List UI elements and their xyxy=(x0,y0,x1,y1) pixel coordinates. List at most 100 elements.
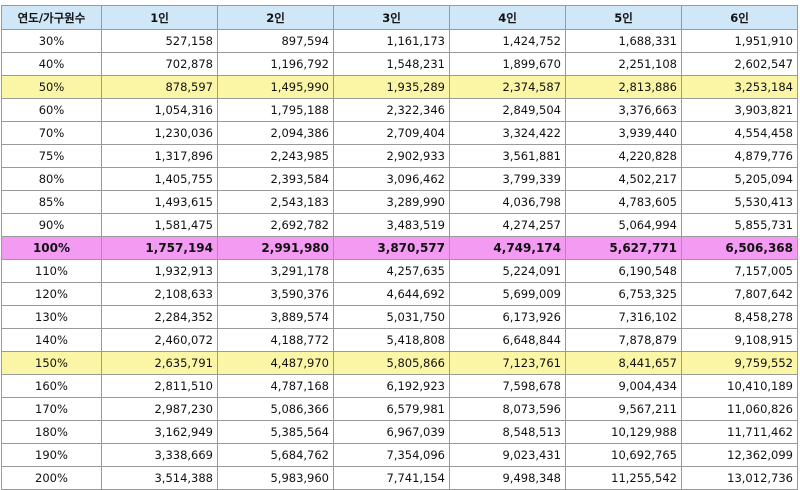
percent-cell: 60% xyxy=(1,98,102,122)
percent-cell: 140% xyxy=(1,328,102,352)
percent-cell: 30% xyxy=(1,29,102,53)
income-cell-4-person: 7,598,678 xyxy=(449,374,566,398)
income-cell-1-person: 2,460,072 xyxy=(101,328,218,352)
header-cell-5-person: 5인 xyxy=(565,5,682,30)
table-row: 30% 527,158 897,594 1,161,173 1,424,752 1,688… xyxy=(1,29,798,53)
income-cell-3-person: 7,354,096 xyxy=(333,443,450,467)
income-cell-3-person: 4,644,692 xyxy=(333,282,450,306)
income-cell-2-person: 3,889,574 xyxy=(217,305,334,329)
income-cell-5-person: 10,692,765 xyxy=(565,443,682,467)
income-cell-6-person: 7,157,005 xyxy=(681,259,798,283)
income-cell-4-person: 8,073,596 xyxy=(449,397,566,421)
table-row: 60% 1,054,316 1,795,188 2,322,346 2,849,504 3… xyxy=(1,98,798,122)
percent-cell: 50% xyxy=(1,75,102,99)
income-cell-5-person: 10,129,988 xyxy=(565,420,682,444)
table-row: 120% 2,108,633 3,590,376 4,644,692 5,699,009… xyxy=(1,282,798,306)
percent-cell: 40% xyxy=(1,52,102,76)
income-cell-2-person: 1,495,990 xyxy=(217,75,334,99)
income-cell-1-person: 1,405,755 xyxy=(101,167,218,191)
header-cell-6-person: 6인 xyxy=(681,5,798,30)
income-cell-2-person: 4,787,168 xyxy=(217,374,334,398)
income-cell-5-person: 3,376,663 xyxy=(565,98,682,122)
percent-cell: 75% xyxy=(1,144,102,168)
income-cell-3-person: 3,870,577 xyxy=(333,236,450,260)
income-cell-5-person: 9,004,434 xyxy=(565,374,682,398)
income-cell-2-person: 5,684,762 xyxy=(217,443,334,467)
income-cell-5-person: 7,878,879 xyxy=(565,328,682,352)
income-cell-6-person: 13,012,736 xyxy=(681,466,798,490)
income-cell-2-person: 3,590,376 xyxy=(217,282,334,306)
income-cell-4-person: 2,849,504 xyxy=(449,98,566,122)
table-row: 150% 2,635,791 4,487,970 5,805,866 7,123,761… xyxy=(1,351,798,375)
income-cell-5-person: 9,567,211 xyxy=(565,397,682,421)
income-cell-1-person: 1,757,194 xyxy=(101,236,218,260)
income-cell-1-person: 3,514,388 xyxy=(101,466,218,490)
income-cell-3-person: 2,902,933 xyxy=(333,144,450,168)
income-cell-4-person: 5,224,091 xyxy=(449,259,566,283)
income-cell-1-person: 3,162,949 xyxy=(101,420,218,444)
income-table: 연도/가구원수 1인 2인 3인 4인 5인 6인 30% 527,158 897,… xyxy=(1,5,798,490)
income-cell-2-person: 5,385,564 xyxy=(217,420,334,444)
income-cell-3-person: 6,967,039 xyxy=(333,420,450,444)
income-cell-6-person: 3,253,184 xyxy=(681,75,798,99)
income-cell-1-person: 1,581,475 xyxy=(101,213,218,237)
income-cell-4-person: 3,799,339 xyxy=(449,167,566,191)
income-cell-4-person: 4,036,798 xyxy=(449,190,566,214)
income-cell-4-person: 7,123,761 xyxy=(449,351,566,375)
income-cell-3-person: 6,192,923 xyxy=(333,374,450,398)
income-cell-6-person: 7,807,642 xyxy=(681,282,798,306)
income-cell-3-person: 3,096,462 xyxy=(333,167,450,191)
income-cell-2-person: 5,983,960 xyxy=(217,466,334,490)
income-cell-5-person: 5,627,771 xyxy=(565,236,682,260)
percent-cell: 190% xyxy=(1,443,102,467)
percent-cell: 85% xyxy=(1,190,102,214)
table-row: 75% 1,317,896 2,243,985 2,902,933 3,561,881 4… xyxy=(1,144,798,168)
income-cell-5-person: 11,255,542 xyxy=(565,466,682,490)
income-cell-5-person: 3,939,440 xyxy=(565,121,682,145)
income-cell-5-person: 4,220,828 xyxy=(565,144,682,168)
table-row: 200% 3,514,388 5,983,960 7,741,154 9,498,348… xyxy=(1,466,798,490)
header-cell-2-person: 2인 xyxy=(217,5,334,30)
header-cell-3-person: 3인 xyxy=(333,5,450,30)
percent-cell: 120% xyxy=(1,282,102,306)
income-cell-4-person: 9,023,431 xyxy=(449,443,566,467)
income-cell-4-person: 1,899,670 xyxy=(449,52,566,76)
income-cell-5-person: 5,064,994 xyxy=(565,213,682,237)
income-cell-6-person: 10,410,189 xyxy=(681,374,798,398)
income-cell-3-person: 1,161,173 xyxy=(333,29,450,53)
income-cell-5-person: 6,753,325 xyxy=(565,282,682,306)
income-cell-4-person: 6,648,844 xyxy=(449,328,566,352)
income-cell-1-person: 1,230,036 xyxy=(101,121,218,145)
income-cell-2-person: 4,487,970 xyxy=(217,351,334,375)
percent-cell: 80% xyxy=(1,167,102,191)
header-cell-4-person: 4인 xyxy=(449,5,566,30)
income-cell-4-person: 5,699,009 xyxy=(449,282,566,306)
percent-cell: 100% xyxy=(1,236,102,260)
income-cell-4-person: 4,274,257 xyxy=(449,213,566,237)
income-cell-1-person: 3,338,669 xyxy=(101,443,218,467)
income-cell-4-person: 8,548,513 xyxy=(449,420,566,444)
table-header: 연도/가구원수 1인 2인 3인 4인 5인 6인 xyxy=(1,5,798,30)
income-cell-5-person: 2,251,108 xyxy=(565,52,682,76)
income-cell-5-person: 2,813,886 xyxy=(565,75,682,99)
income-cell-6-person: 2,602,547 xyxy=(681,52,798,76)
income-cell-3-person: 4,257,635 xyxy=(333,259,450,283)
income-cell-2-person: 2,094,386 xyxy=(217,121,334,145)
income-cell-1-person: 1,932,913 xyxy=(101,259,218,283)
income-cell-2-person: 1,196,792 xyxy=(217,52,334,76)
income-cell-6-person: 9,759,552 xyxy=(681,351,798,375)
income-cell-3-person: 7,741,154 xyxy=(333,466,450,490)
income-cell-6-person: 11,060,826 xyxy=(681,397,798,421)
income-cell-3-person: 5,418,808 xyxy=(333,328,450,352)
income-cell-1-person: 1,317,896 xyxy=(101,144,218,168)
income-cell-2-person: 3,291,178 xyxy=(217,259,334,283)
income-cell-6-person: 8,458,278 xyxy=(681,305,798,329)
table-row: 50% 878,597 1,495,990 1,935,289 2,374,587 2,8… xyxy=(1,75,798,99)
table-row: 80% 1,405,755 2,393,584 3,096,462 3,799,339 4… xyxy=(1,167,798,191)
table-body: 30% 527,158 897,594 1,161,173 1,424,752 1,688… xyxy=(1,29,798,490)
income-cell-6-person: 12,362,099 xyxy=(681,443,798,467)
header-row: 연도/가구원수 1인 2인 3인 4인 5인 6인 xyxy=(1,5,798,30)
income-cell-3-person: 3,289,990 xyxy=(333,190,450,214)
income-cell-6-person: 9,108,915 xyxy=(681,328,798,352)
